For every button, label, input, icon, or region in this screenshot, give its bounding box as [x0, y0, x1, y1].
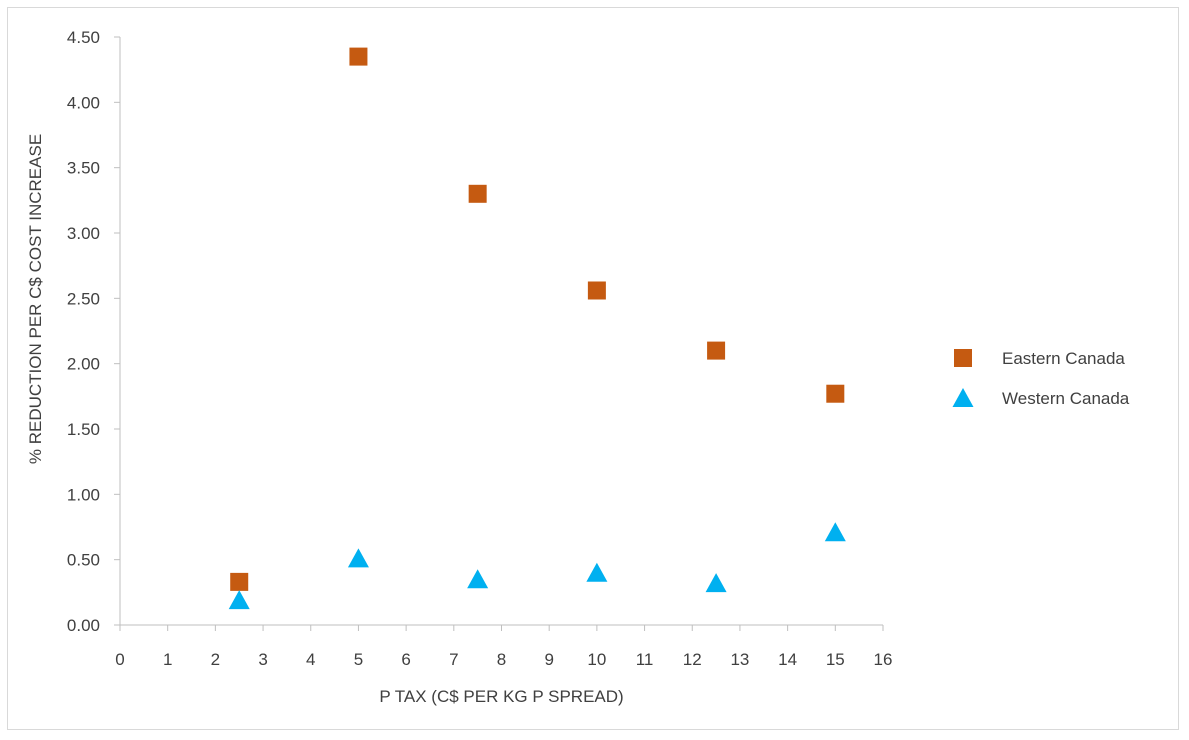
y-axis-title: % REDUCTION PER C$ COST INCREASE: [26, 134, 45, 464]
x-tick-label: 12: [683, 650, 702, 669]
x-tick-label: 9: [544, 650, 553, 669]
x-tick-label: 14: [778, 650, 797, 669]
western-canada-point: [467, 569, 489, 589]
legend-marker-eastern-canada: [954, 349, 972, 367]
legend-marker-western-canada: [952, 388, 974, 407]
x-axis-title: P TAX (C$ PER KG P SPREAD): [379, 687, 623, 706]
legend-label-western-canada: Western Canada: [1002, 389, 1130, 408]
eastern-canada-point: [349, 47, 368, 66]
y-tick-label: 1.50: [67, 420, 100, 439]
y-tick-label: 0.50: [67, 551, 100, 570]
x-tick-label: 6: [401, 650, 410, 669]
x-tick-label: 4: [306, 650, 315, 669]
western-canada-point: [586, 562, 608, 582]
x-tick-label: 11: [636, 650, 654, 669]
legend-label-eastern-canada: Eastern Canada: [1002, 349, 1125, 368]
data-points: [228, 47, 846, 610]
x-tick-label: 3: [258, 650, 267, 669]
x-tick-label: 16: [874, 650, 893, 669]
y-ticks: 0.00 0.50 1.00 1.50 2.00 2.50 3.00 3.50 4.00 4.50: [67, 28, 120, 635]
western-canada-point: [347, 548, 369, 568]
x-tick-label: 2: [211, 650, 220, 669]
x-tick-label: 0: [115, 650, 124, 669]
western-canada-point: [705, 573, 727, 593]
eastern-canada-point: [707, 341, 726, 360]
y-tick-label: 2.50: [67, 289, 100, 308]
eastern-canada-point: [587, 281, 606, 300]
x-ticks: 0 1 2 3 4 5 6 7 8 9 10 11 12 13 14 15 16: [115, 625, 892, 669]
y-tick-label: 2.00: [67, 355, 100, 374]
eastern-canada-point: [826, 384, 845, 403]
eastern-canada-point: [468, 184, 487, 203]
y-tick-label: 3.50: [67, 159, 100, 178]
x-tick-label: 13: [730, 650, 749, 669]
x-tick-label: 8: [497, 650, 506, 669]
western-canada-point: [824, 522, 846, 542]
x-tick-label: 10: [587, 650, 606, 669]
y-tick-label: 1.00: [67, 485, 100, 504]
y-tick-label: 3.00: [67, 224, 100, 243]
x-tick-label: 7: [449, 650, 458, 669]
axes: [119, 37, 883, 626]
x-tick-label: 1: [163, 650, 172, 669]
x-tick-label: 15: [826, 650, 845, 669]
western-canada-point: [228, 590, 250, 610]
y-tick-label: 4.00: [67, 93, 100, 112]
y-tick-label: 0.00: [67, 616, 100, 635]
legend: Eastern Canada Western Canada: [952, 349, 1130, 408]
eastern-canada-point: [230, 572, 249, 591]
x-tick-label: 5: [354, 650, 363, 669]
chart-frame: [7, 7, 1179, 730]
y-tick-label: 4.50: [67, 28, 100, 47]
